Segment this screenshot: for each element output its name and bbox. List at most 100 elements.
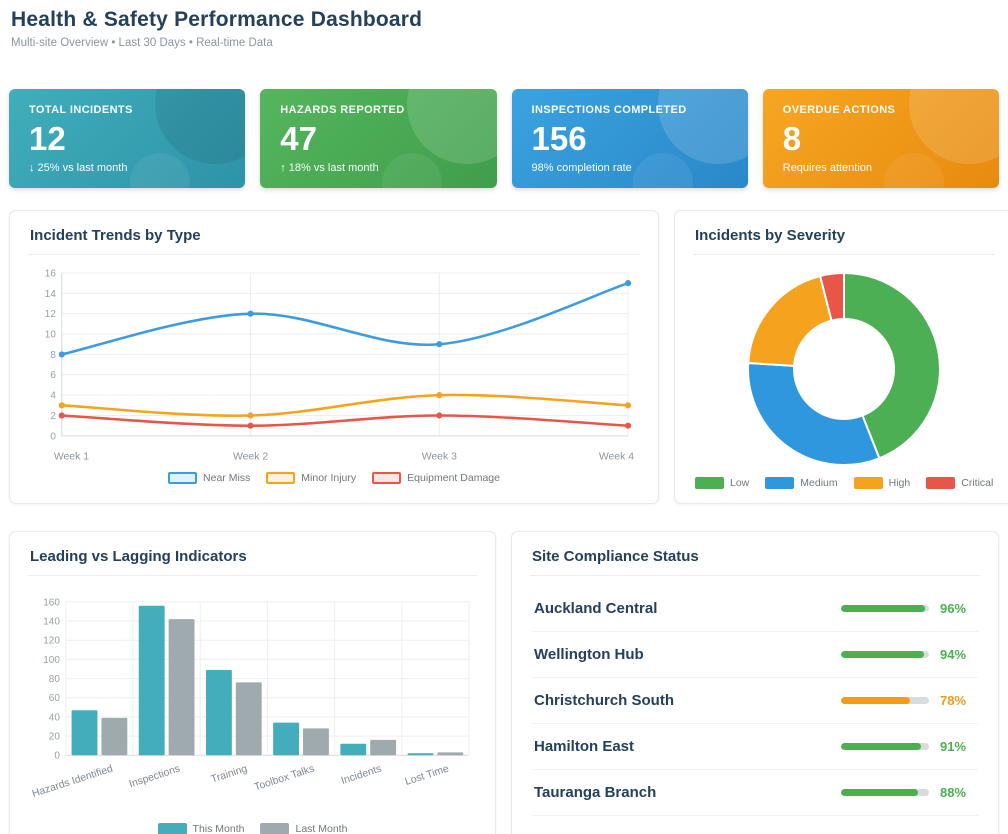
svg-text:120: 120 bbox=[43, 636, 60, 647]
site-percent: 96% bbox=[940, 601, 967, 616]
kpi-card-inspections-completed: INSPECTIONS COMPLETED 156 98% completion… bbox=[511, 89, 748, 188]
donut-slice-low[interactable] bbox=[843, 272, 942, 460]
charts-row-bottom: Leading vs Lagging Indicators 0 20 40 60 80 1… bbox=[9, 531, 999, 834]
bar-category-label: Inspections bbox=[128, 764, 182, 791]
kpi-label: TOTAL INCIDENTS bbox=[29, 104, 133, 116]
bar-category-label: Toolbox Talks bbox=[253, 764, 316, 794]
site-name: Hamilton East bbox=[534, 738, 635, 755]
kpi-subtext: ↑ 18% vs last month bbox=[280, 162, 379, 175]
compliance-row: Wellington Hub 94% bbox=[532, 632, 978, 678]
svg-text:20: 20 bbox=[49, 732, 61, 743]
bar-chart[interactable]: 0 20 40 60 80 100 120 140 160 Hazards Identified I… bbox=[30, 586, 475, 819]
legend-item-last-month[interactable]: Last Month bbox=[260, 822, 347, 834]
line-series-equipment-damage[interactable] bbox=[58, 412, 632, 429]
legend-item-medium[interactable]: Medium bbox=[765, 477, 838, 489]
svg-text:14: 14 bbox=[45, 289, 57, 300]
svg-text:10: 10 bbox=[45, 330, 57, 341]
kpi-card-overdue-actions: OVERDUE ACTIONS 8 Requires attention bbox=[762, 89, 999, 188]
legend-swatch bbox=[168, 471, 198, 484]
site-name: Wellington Hub bbox=[534, 646, 644, 663]
site-name: Tauranga Branch bbox=[534, 784, 657, 801]
charts-row-top: Incident Trends by Type 0 2 4 6 8 10 12 14 16 Wee… bbox=[9, 210, 1008, 504]
panel-title-compliance: Site Compliance Status bbox=[532, 548, 699, 565]
site-percent: 94% bbox=[940, 647, 967, 662]
legend-item-minor-injury[interactable]: Minor Injury bbox=[266, 471, 356, 484]
kpi-label: HAZARDS REPORTED bbox=[280, 104, 405, 116]
legend-item-high[interactable]: High bbox=[853, 477, 911, 489]
legend-swatch bbox=[765, 477, 795, 489]
compliance-row: Auckland Central 96% bbox=[532, 586, 978, 632]
legend-swatch bbox=[157, 822, 187, 834]
panel-title-indicators: Leading vs Lagging Indicators bbox=[30, 548, 247, 565]
legend-item-equipment-damage[interactable]: Equipment Damage bbox=[372, 471, 500, 484]
legend-item-this-month[interactable]: This Month bbox=[157, 822, 245, 834]
compliance-bar-track bbox=[841, 743, 929, 750]
legend-swatch bbox=[266, 471, 296, 484]
compliance-row: Tauranga Branch 88% bbox=[532, 770, 978, 816]
bar-category-label: Lost Time bbox=[404, 763, 451, 788]
svg-text:6: 6 bbox=[50, 370, 56, 381]
compliance-bar-track bbox=[841, 605, 929, 612]
legend-item-critical[interactable]: Critical bbox=[926, 477, 993, 489]
donut-slice-critical[interactable] bbox=[819, 272, 846, 322]
panel-site-compliance: Site Compliance Status Auckland Central 9… bbox=[511, 531, 999, 834]
panel-leading-lagging: Leading vs Lagging Indicators 0 20 40 60 80 1… bbox=[9, 531, 496, 834]
kpi-value: 8 bbox=[782, 120, 802, 157]
compliance-bar-fill bbox=[841, 743, 922, 750]
kpi-subtext: 98% completion rate bbox=[531, 162, 632, 175]
legend-label: This Month bbox=[192, 822, 245, 834]
svg-text:8: 8 bbox=[50, 350, 56, 361]
bar-category-label: Training bbox=[210, 763, 249, 785]
legend-item-low[interactable]: Low bbox=[695, 477, 749, 489]
line-series-near-miss[interactable] bbox=[58, 280, 632, 358]
svg-text:Week 1: Week 1 bbox=[54, 452, 89, 463]
bar-category-label: Hazards Identified bbox=[31, 763, 115, 800]
legend-label: Low bbox=[730, 477, 750, 489]
kpi-label: OVERDUE ACTIONS bbox=[782, 104, 896, 116]
donut-slice-medium[interactable] bbox=[747, 361, 881, 466]
legend-label: Near Miss bbox=[203, 471, 251, 484]
kpi-value: 156 bbox=[531, 120, 587, 157]
donut-chart[interactable] bbox=[695, 265, 993, 473]
panel-title-severity: Incidents by Severity bbox=[695, 227, 846, 244]
donut-chart-svg bbox=[747, 272, 942, 466]
page-subtitle: Multi-site Overview • Last 30 Days • Rea… bbox=[11, 37, 273, 49]
line-chart-svg: 0 2 4 6 8 10 12 14 16 Week 1 Week 2 Week 3 Week 4 bbox=[45, 268, 634, 462]
bar-series-last-month[interactable] bbox=[101, 619, 464, 756]
line-chart[interactable]: 0 2 4 6 8 10 12 14 16 Week 1 Week 2 Week 3 Week 4 bbox=[30, 265, 638, 468]
panel-title-divider bbox=[530, 575, 980, 576]
svg-text:0: 0 bbox=[54, 751, 60, 762]
site-compliance-meter: 96% bbox=[841, 601, 976, 616]
svg-text:80: 80 bbox=[49, 674, 61, 685]
kpi-value: 47 bbox=[280, 120, 317, 157]
donut-slice-high[interactable] bbox=[747, 275, 833, 367]
svg-text:16: 16 bbox=[45, 268, 57, 279]
panel-title-divider bbox=[28, 254, 640, 255]
svg-text:140: 140 bbox=[43, 617, 60, 628]
compliance-bar-fill bbox=[841, 605, 926, 612]
kpi-card-hazards-reported: HAZARDS REPORTED 47 ↑ 18% vs last month bbox=[260, 89, 497, 188]
svg-text:12: 12 bbox=[45, 309, 57, 320]
legend-label: Equipment Damage bbox=[407, 471, 500, 484]
legend-label: High bbox=[888, 477, 911, 489]
compliance-row: Christchurch South 78% bbox=[532, 678, 978, 724]
bar-chart-svg: 0 20 40 60 80 100 120 140 160 Hazards Identified I… bbox=[31, 597, 470, 800]
legend-swatch bbox=[853, 477, 883, 489]
site-compliance-meter: 94% bbox=[841, 647, 976, 662]
line-series-minor-injury[interactable] bbox=[58, 392, 632, 419]
legend-swatch bbox=[926, 477, 956, 489]
legend-label: Critical bbox=[961, 477, 994, 489]
panel-incidents-by-severity: Incidents by Severity Low Medium High Criti… bbox=[674, 210, 1008, 504]
legend-item-near-miss[interactable]: Near Miss bbox=[168, 471, 251, 484]
panel-title-divider bbox=[28, 575, 477, 576]
kpi-card-total-incidents: TOTAL INCIDENTS 12 ↓ 25% vs last month bbox=[9, 89, 246, 188]
legend-swatch bbox=[695, 477, 724, 489]
panel-title-incident-trends: Incident Trends by Type bbox=[30, 227, 201, 244]
bar-series-this-month[interactable] bbox=[71, 605, 434, 756]
svg-text:4: 4 bbox=[50, 391, 56, 402]
svg-text:Week 2: Week 2 bbox=[233, 452, 268, 463]
kpi-row: TOTAL INCIDENTS 12 ↓ 25% vs last month H… bbox=[9, 89, 999, 188]
panel-incident-trends: Incident Trends by Type 0 2 4 6 8 10 12 14 16 Wee… bbox=[9, 210, 659, 504]
site-name: Christchurch South bbox=[534, 692, 675, 709]
gridlines: 0 2 4 6 8 10 12 14 16 Week 1 Week 2 Week 3 Week 4 bbox=[45, 268, 634, 462]
